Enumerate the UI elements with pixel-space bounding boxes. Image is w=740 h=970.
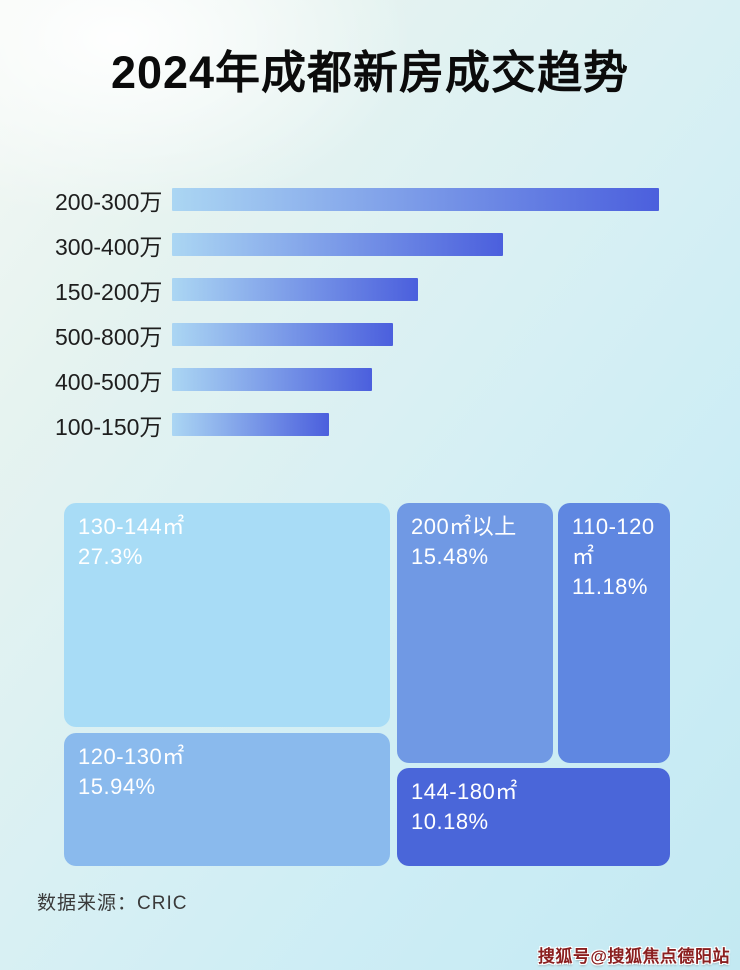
area-share-treemap: 130-144㎡ 27.3% 120-130㎡ 15.94% 200㎡以上 15… bbox=[64, 503, 670, 866]
treemap-block-label: 200㎡以上 bbox=[411, 514, 517, 539]
treemap-block-144-180: 144-180㎡ 10.18% bbox=[397, 768, 670, 866]
data-source-label: 数据来源：CRIC bbox=[37, 893, 188, 914]
bar bbox=[172, 233, 504, 256]
page-title: 2024年成都新房成交趋势 bbox=[110, 47, 630, 98]
bar bbox=[172, 323, 394, 346]
bar-row: 200-300万 bbox=[55, 177, 705, 222]
treemap-block-label: 110-120㎡ bbox=[572, 514, 655, 569]
treemap-block-200-plus: 200㎡以上 15.48% bbox=[397, 503, 553, 763]
treemap-block-label: 144-180㎡ bbox=[411, 779, 518, 804]
watermark: 搜狐号@搜狐焦点德阳站 bbox=[537, 947, 730, 966]
treemap-block-percent: 11.18% bbox=[572, 574, 648, 599]
bar-label: 400-500万 bbox=[55, 368, 163, 395]
bar-label: 500-800万 bbox=[55, 323, 163, 350]
treemap-block-percent: 15.48% bbox=[411, 544, 489, 569]
treemap-block-110-120: 110-120㎡ 11.18% bbox=[558, 503, 670, 763]
bar-row: 150-200万 bbox=[55, 267, 705, 312]
bar-row: 100-150万 bbox=[55, 402, 705, 447]
bar bbox=[172, 368, 372, 391]
bar-label: 100-150万 bbox=[55, 413, 163, 440]
bar-label: 300-400万 bbox=[55, 233, 163, 260]
bar-label: 200-300万 bbox=[55, 188, 163, 215]
treemap-block-percent: 27.3% bbox=[78, 544, 143, 569]
bar-label: 150-200万 bbox=[55, 278, 163, 305]
bar bbox=[172, 188, 659, 211]
bar-row: 500-800万 bbox=[55, 312, 705, 357]
bar-row: 400-500万 bbox=[55, 357, 705, 402]
treemap-block-label: 130-144㎡ bbox=[78, 514, 185, 539]
treemap-block-130-144: 130-144㎡ 27.3% bbox=[64, 503, 390, 727]
treemap-block-120-130: 120-130㎡ 15.94% bbox=[64, 733, 390, 866]
treemap-block-label: 120-130㎡ bbox=[78, 744, 185, 769]
bar bbox=[172, 413, 329, 436]
treemap-block-percent: 15.94% bbox=[78, 774, 156, 799]
price-range-bar-chart: 200-300万 300-400万 150-200万 500-800万 400-… bbox=[55, 177, 705, 447]
bar bbox=[172, 278, 418, 301]
bar-row: 300-400万 bbox=[55, 222, 705, 267]
treemap-block-percent: 10.18% bbox=[411, 809, 489, 834]
